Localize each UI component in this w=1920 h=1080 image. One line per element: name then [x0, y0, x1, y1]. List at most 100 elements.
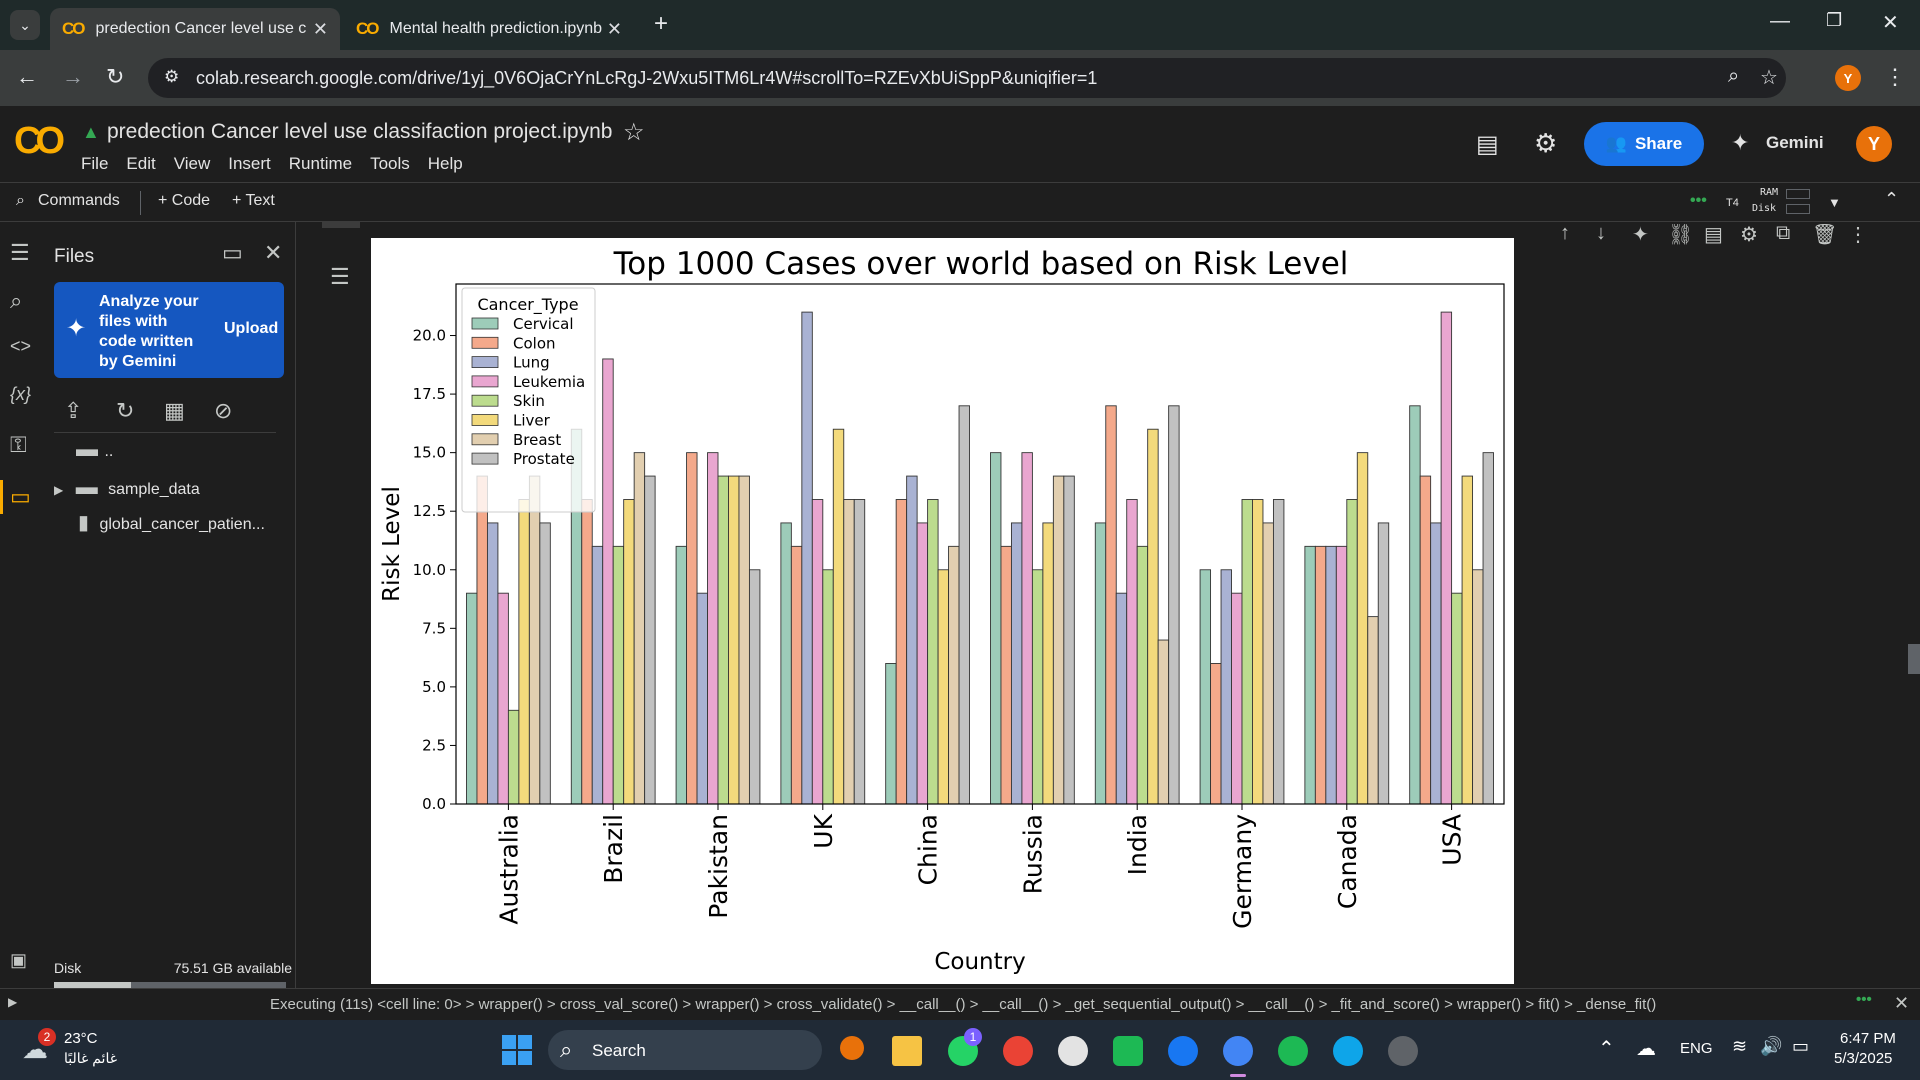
back-icon[interactable]: ←: [16, 64, 38, 89]
menu-view[interactable]: View: [173, 154, 211, 173]
search-icon[interactable]: ⌕: [16, 192, 25, 209]
reload-icon[interactable]: ↻: [106, 64, 125, 89]
output-actions-icon[interactable]: ☰: [330, 264, 350, 289]
comments-icon[interactable]: ▤: [1476, 131, 1499, 158]
facebook-icon[interactable]: [1168, 1036, 1198, 1066]
main-scrollbar-thumb[interactable]: [1908, 644, 1920, 674]
folder-item-sample-data[interactable]: ▶ ▬ sample_data: [54, 474, 200, 500]
copilot-app-icon[interactable]: [840, 1036, 864, 1060]
y-axis-label: Risk Level: [379, 486, 405, 602]
weather-temp[interactable]: 23°C: [64, 1030, 98, 1047]
parent-folder-item[interactable]: ▬ ..: [76, 436, 113, 462]
table-of-contents-icon[interactable]: ☰: [10, 240, 30, 265]
upload-button[interactable]: Upload: [224, 320, 279, 337]
more-options-icon[interactable]: ⋮: [1848, 224, 1868, 246]
address-bar[interactable]: ⚙ colab.research.google.com/drive/1yj_0V…: [148, 58, 1786, 98]
collapse-header-icon[interactable]: ⌃: [1884, 189, 1900, 209]
expand-caret-icon[interactable]: ▶: [54, 483, 64, 497]
menu-runtime[interactable]: Runtime: [288, 154, 353, 173]
status-expand-icon[interactable]: ▶: [8, 995, 18, 1009]
restore-icon[interactable]: ❐: [1826, 10, 1843, 30]
file-item-csv[interactable]: ▮ global_cancer_patien...: [78, 510, 265, 535]
clock-date[interactable]: 5/3/2025: [1834, 1050, 1893, 1067]
tab-search-dropdown-icon[interactable]: ⌄: [10, 10, 40, 40]
chrome-app-icon[interactable]: [1003, 1036, 1033, 1066]
upload-file-icon[interactable]: ⇪: [64, 398, 83, 423]
onedrive-icon[interactable]: ☁: [1636, 1038, 1656, 1060]
x-tick-label-canada: Canada: [1333, 814, 1362, 909]
menu-tools[interactable]: Tools: [370, 154, 410, 173]
show-hidden-icons[interactable]: ⌃: [1598, 1038, 1615, 1060]
battery-icon[interactable]: ▭: [1792, 1036, 1810, 1056]
gemini-analyze-card[interactable]: ✦ Analyze your files with code written b…: [54, 282, 284, 378]
green-app-icon[interactable]: [1113, 1036, 1143, 1066]
status-more-icon[interactable]: •••: [1856, 991, 1872, 1008]
add-text-button[interactable]: + Text: [232, 192, 275, 209]
secrets-key-icon[interactable]: ⚿: [10, 432, 27, 457]
variables-icon[interactable]: {x}: [10, 384, 32, 404]
add-code-button[interactable]: + Code: [158, 192, 211, 209]
link-icon[interactable]: ⛓: [1668, 224, 1694, 246]
cell-settings-icon[interactable]: ⚙: [1740, 224, 1758, 246]
comment-icon[interactable]: ▤: [1704, 224, 1723, 246]
move-up-icon[interactable]: ↑: [1560, 222, 1570, 244]
file-explorer-icon[interactable]: [892, 1036, 922, 1066]
terminal-icon[interactable]: ▣: [10, 950, 28, 970]
user-avatar[interactable]: Y: [1856, 126, 1892, 162]
chrome-active-icon[interactable]: [1223, 1036, 1253, 1066]
delete-icon[interactable]: 🗑: [1812, 224, 1838, 246]
refresh-icon[interactable]: ↻: [116, 398, 135, 423]
media-player-icon[interactable]: [1388, 1036, 1418, 1066]
spotify-icon[interactable]: [1278, 1036, 1308, 1066]
move-down-icon[interactable]: ↓: [1596, 222, 1606, 244]
hide-files-icon[interactable]: ⊘: [214, 398, 233, 423]
zoom-icon[interactable]: ⌕: [1728, 65, 1740, 87]
minimize-icon[interactable]: —: [1770, 10, 1790, 32]
wifi-icon[interactable]: ≋: [1732, 1036, 1748, 1056]
status-close-icon[interactable]: ✕: [1894, 993, 1910, 1013]
code-snippets-icon[interactable]: <>: [10, 336, 32, 356]
chrome-menu-icon[interactable]: ⋮: [1884, 64, 1906, 89]
windows-start-icon[interactable]: [502, 1035, 532, 1065]
star-notebook-icon[interactable]: ☆: [623, 119, 645, 146]
chrome-profile-avatar[interactable]: Y: [1835, 65, 1861, 91]
menu-insert[interactable]: Insert: [228, 154, 271, 173]
settings-gear-icon[interactable]: ⚙: [1534, 128, 1558, 158]
runtime-dropdown-icon[interactable]: ▼: [1828, 195, 1841, 210]
tab-colab-cancer[interactable]: CO predection Cancer level use clas ✕: [50, 8, 340, 50]
disk-meter[interactable]: [1786, 204, 1810, 214]
menu-edit[interactable]: Edit: [126, 154, 156, 173]
find-replace-icon[interactable]: ⌕: [10, 288, 23, 313]
mount-drive-icon[interactable]: ▦: [164, 398, 185, 423]
close-tab-icon[interactable]: ✕: [606, 18, 622, 39]
gemini-sparkle-icon[interactable]: ✦: [1731, 130, 1750, 155]
menu-file[interactable]: File: [81, 154, 109, 173]
close-tab-icon[interactable]: ✕: [312, 18, 328, 39]
files-folder-icon[interactable]: ▭: [10, 484, 31, 509]
new-tab-icon[interactable]: +: [654, 10, 669, 37]
menu-help[interactable]: Help: [427, 154, 463, 173]
bookmark-star-icon[interactable]: ☆: [1760, 67, 1778, 89]
ram-meter[interactable]: [1786, 189, 1810, 199]
runtime-type[interactable]: T4: [1726, 197, 1739, 209]
taskbar-search[interactable]: ⌕ Search: [548, 1030, 822, 1070]
clock-time[interactable]: 6:47 PM: [1840, 1030, 1896, 1047]
site-info-icon[interactable]: ⚙: [164, 67, 180, 86]
mirror-cell-icon[interactable]: ⧉: [1776, 222, 1791, 244]
edge-icon[interactable]: [1333, 1036, 1363, 1066]
volume-icon[interactable]: 🔊: [1760, 1036, 1783, 1056]
share-button[interactable]: 👥 Share: [1584, 122, 1704, 166]
open-in-tab-icon[interactable]: ▭: [222, 240, 243, 265]
forward-icon[interactable]: →: [62, 64, 84, 89]
url-text[interactable]: colab.research.google.com/drive/1yj_0V6O…: [196, 68, 1098, 88]
gemini-button[interactable]: Gemini: [1766, 133, 1824, 152]
close-window-icon[interactable]: ✕: [1882, 12, 1899, 34]
colab-logo[interactable]: CO: [14, 120, 65, 162]
chatgpt-app-icon[interactable]: [1058, 1036, 1088, 1066]
gemini-cell-icon[interactable]: ✦: [1632, 224, 1649, 246]
tab-mental-health[interactable]: CO Mental health prediction.ipynb ✕: [344, 8, 634, 50]
close-panel-icon[interactable]: ✕: [264, 240, 283, 265]
commands-button[interactable]: Commands: [38, 192, 120, 209]
language-indicator[interactable]: ENG: [1680, 1040, 1713, 1057]
notebook-title[interactable]: predection Cancer level use classifactio…: [107, 120, 613, 143]
